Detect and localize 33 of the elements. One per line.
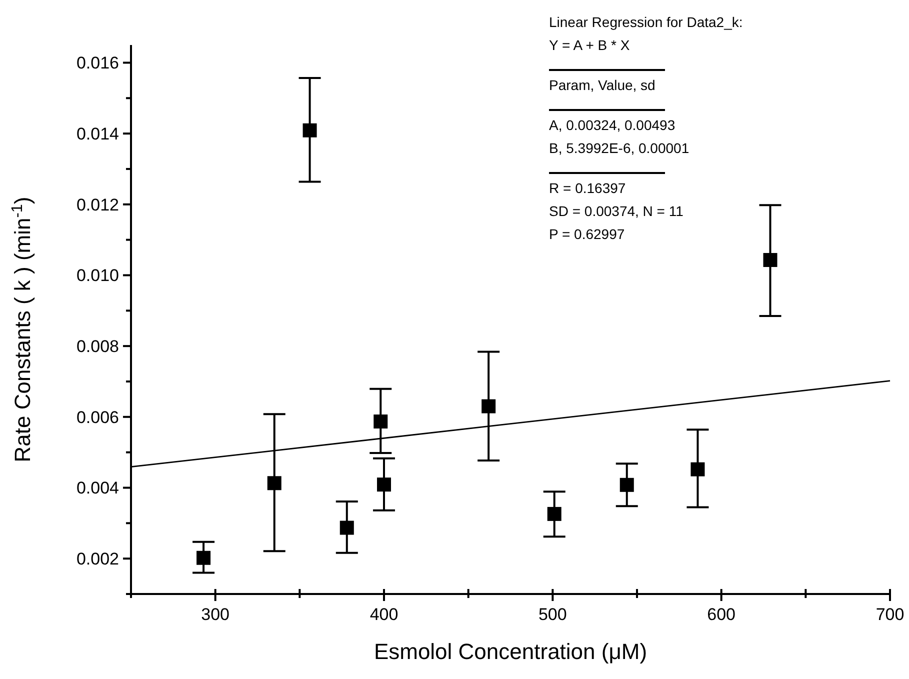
point <box>763 252 778 267</box>
point <box>374 414 388 429</box>
point <box>482 399 496 414</box>
annotation: SD = 0.00374, N = 11 <box>549 203 684 219</box>
x-tick-label: 300 <box>201 605 230 624</box>
y-tick-label: 0.002 <box>76 550 119 569</box>
y-tick-label: 0.016 <box>76 54 119 73</box>
text: Linear Regression for Data2_k: <box>549 14 743 30</box>
x-tick-label: 600 <box>707 605 736 624</box>
point <box>302 123 317 138</box>
annotation: Y = A + B * X <box>549 37 630 53</box>
y-tick-label: 0.008 <box>76 337 119 356</box>
x-tick-label: 500 <box>538 605 567 624</box>
x-tick-label: 700 <box>876 605 904 624</box>
annotation: Param, Value, sd <box>549 77 656 93</box>
annotation: R = 0.16397 <box>549 180 626 196</box>
point <box>340 520 354 535</box>
y-tick-label: 0.012 <box>76 195 119 214</box>
y-tick-label: 0.004 <box>76 478 119 498</box>
point <box>377 478 391 492</box>
y-tick-label: 0.006 <box>76 408 119 427</box>
annotation: P = 0.62997 <box>549 226 625 242</box>
point <box>267 476 282 490</box>
y-tick-label: 0.010 <box>76 266 119 286</box>
x-axis-title: Esmolol Concentration (μM) <box>374 639 648 664</box>
y-tick-label: 0.014 <box>76 124 119 144</box>
point <box>196 550 211 565</box>
annotation: B, 5.3992E-6, 0.00001 <box>549 140 690 156</box>
annotation: A, 0.00324, 0.00493 <box>549 117 676 133</box>
point <box>620 478 634 492</box>
point <box>690 462 705 476</box>
x-tick-label: 400 <box>370 605 398 624</box>
point <box>547 506 562 521</box>
